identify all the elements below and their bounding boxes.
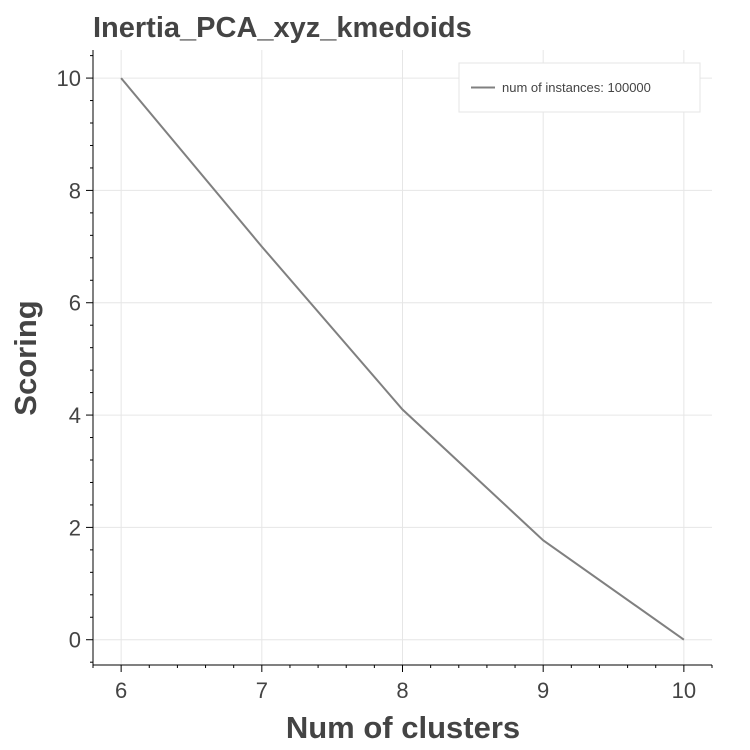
x-tick-label: 9 (537, 678, 549, 703)
grid (93, 50, 712, 665)
legend-label: num of instances: 100000 (502, 80, 651, 95)
x-tick-label: 6 (115, 678, 127, 703)
axes: 0 2 4 6 8 10 6 7 8 9 10 (57, 50, 713, 703)
legend: num of instances: 100000 (458, 62, 701, 113)
x-tick-label: 10 (672, 678, 696, 703)
y-tick-label: 8 (69, 178, 81, 203)
y-axis-label: Scoring (8, 300, 43, 415)
y-tick-label: 0 (69, 628, 81, 653)
x-tick-label: 7 (256, 678, 268, 703)
chart-title: Inertia_PCA_xyz_kmedoids (93, 12, 472, 44)
series-line (120, 77, 685, 641)
legend-box (458, 62, 701, 113)
x-axis-label: Num of clusters (286, 710, 520, 745)
y-tick-label: 4 (69, 403, 81, 428)
y-tick-label: 2 (69, 515, 81, 540)
y-tick-label: 10 (57, 66, 81, 91)
y-tick-label: 6 (69, 291, 81, 316)
series-layer (120, 77, 685, 641)
x-tick-label: 8 (396, 678, 408, 703)
